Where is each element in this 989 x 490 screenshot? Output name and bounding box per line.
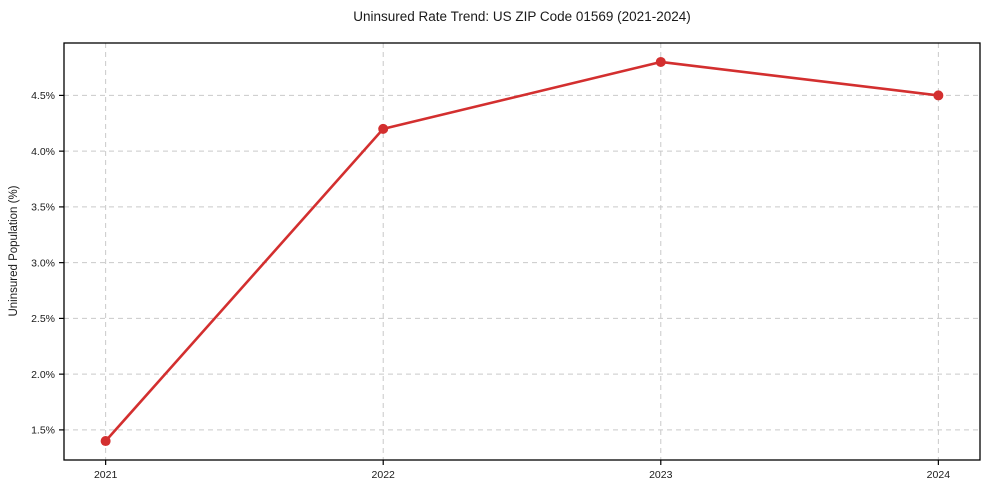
x-tick-label: 2024	[927, 469, 951, 481]
y-tick-label: 4.0%	[31, 146, 55, 158]
data-point-marker	[655, 56, 666, 67]
y-tick-label: 2.0%	[31, 369, 55, 381]
x-tick-label: 2022	[372, 469, 396, 481]
data-point-marker	[100, 436, 111, 447]
y-tick-label: 1.5%	[31, 425, 55, 437]
chart-title: Uninsured Rate Trend: US ZIP Code 01569 …	[353, 9, 691, 24]
y-tick-label: 3.0%	[31, 257, 55, 269]
data-point-marker	[378, 123, 389, 134]
x-tick-label: 2021	[94, 469, 118, 481]
data-point-marker	[933, 90, 944, 101]
plot-frame	[63, 42, 981, 461]
y-tick-label: 4.5%	[31, 90, 55, 102]
y-tick-label: 2.5%	[31, 313, 55, 325]
y-tick-label: 3.5%	[31, 202, 55, 214]
data-line	[104, 60, 940, 443]
x-tick-label: 2023	[649, 469, 673, 481]
